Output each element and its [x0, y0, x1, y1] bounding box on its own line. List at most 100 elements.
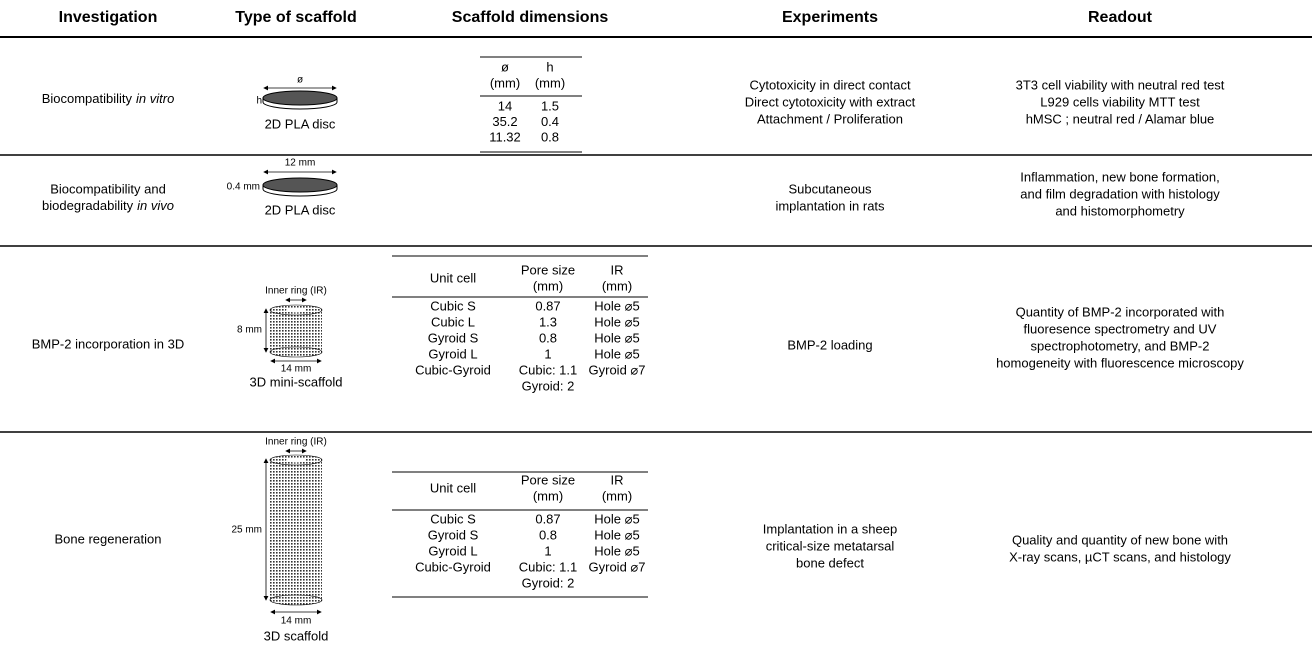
- investigation-text: biodegradability: [42, 198, 134, 213]
- experiment: BMP-2 loading: [787, 337, 872, 352]
- experiment: Direct cytotoxicity with extract: [745, 94, 916, 109]
- table-cell: Hole ⌀5: [594, 511, 639, 526]
- table-header: (mm): [533, 488, 563, 503]
- readout: L929 cells viability MTT test: [1040, 94, 1200, 109]
- table-cell: Cubic S: [430, 298, 476, 313]
- table-cell: 14: [498, 98, 512, 113]
- experiment: bone defect: [796, 555, 864, 570]
- table-cell: 0.4: [541, 114, 559, 129]
- dimension-label: Inner ring (IR): [265, 437, 327, 448]
- table-cell: Gyroid S: [428, 330, 479, 345]
- table-cell: Hole ⌀5: [594, 543, 639, 558]
- table-cell: Gyroid L: [428, 543, 477, 558]
- table-cell: Cubic L: [431, 314, 475, 329]
- table-cell: 0.8: [539, 527, 557, 542]
- experiment: Cytotoxicity in direct contact: [749, 77, 911, 92]
- dimension-label: 14 mm: [281, 364, 312, 375]
- table-header: (mm): [602, 488, 632, 503]
- table-cell: Hole ⌀5: [594, 330, 639, 345]
- dimension-label: 12 mm: [285, 158, 316, 169]
- table-header: Unit cell: [430, 480, 476, 495]
- experiment: Attachment / Proliferation: [757, 111, 903, 126]
- scaffold: [263, 448, 323, 615]
- investigation-italic: in vivo: [137, 198, 174, 213]
- table-header: Pore size: [521, 262, 575, 277]
- scaffold-caption: 2D PLA disc: [265, 116, 336, 131]
- disc-1: [262, 85, 338, 110]
- investigation: BMP-2 incorporation in 3D: [32, 336, 184, 351]
- readout: Quality and quantity of new bone with: [1012, 532, 1228, 547]
- table-cell: Cubic-Gyroid: [415, 362, 491, 377]
- table-cell: 0.8: [539, 330, 557, 345]
- table-cell: Cubic: 1.1: [519, 559, 578, 574]
- table-header: IR: [611, 472, 624, 487]
- scaffold-caption: 3D mini-scaffold: [250, 374, 343, 389]
- table-cell: Gyroid ⌀7: [589, 559, 646, 574]
- table-cell: 0.8: [541, 129, 559, 144]
- table-header: ø: [501, 59, 509, 74]
- investigation: Biocompatibility and: [50, 181, 166, 196]
- dimension-label: Inner ring (IR): [265, 286, 327, 297]
- table-header: Pore size: [521, 472, 575, 487]
- table-cell: 0.87: [535, 298, 560, 313]
- table-header: Unit cell: [430, 270, 476, 285]
- table-cell: Gyroid ⌀7: [589, 362, 646, 377]
- investigation-text: Biocompatibility: [42, 91, 133, 106]
- dimension-label: 25 mm: [231, 525, 262, 536]
- mini-scaffold: [263, 297, 323, 364]
- investigation: Bone regeneration: [55, 531, 162, 546]
- experiment: Subcutaneous: [788, 181, 872, 196]
- table-cell: 1.5: [541, 98, 559, 113]
- readout: and histomorphometry: [1055, 203, 1185, 218]
- experiment: implantation in rats: [775, 198, 885, 213]
- table-cell: 1: [544, 346, 551, 361]
- table-header: (mm): [533, 278, 563, 293]
- table-header: (mm): [490, 75, 520, 90]
- dimension-label: h: [256, 96, 262, 107]
- dimension-label: 8 mm: [237, 325, 262, 336]
- table-cell: 1: [544, 543, 551, 558]
- table-cell: 0.87: [535, 511, 560, 526]
- readout: X-ray scans, µCT scans, and histology: [1009, 549, 1231, 564]
- readout: and film degradation with histology: [1020, 186, 1220, 201]
- readout: spectrophotometry, and BMP-2: [1031, 338, 1210, 353]
- disc-2: [262, 169, 338, 197]
- dimension-label: 14 mm: [281, 616, 312, 627]
- readout: fluoresence spectrometry and UV: [1024, 321, 1217, 336]
- column-header: Scaffold dimensions: [452, 9, 609, 26]
- table-cell: Hole ⌀5: [594, 346, 639, 361]
- investigation: Biocompatibility in vitro: [42, 91, 175, 106]
- table-header: (mm): [535, 75, 565, 90]
- table-cell: Gyroid: 2: [522, 378, 575, 393]
- dimension-label: ø: [297, 75, 303, 86]
- column-header: Readout: [1088, 9, 1153, 26]
- column-header: Experiments: [782, 9, 878, 26]
- table-cell: Cubic-Gyroid: [415, 559, 491, 574]
- table-cell: 1.3: [539, 314, 557, 329]
- table-header: IR: [611, 262, 624, 277]
- readout: 3T3 cell viability with neutral red test: [1016, 77, 1225, 92]
- table-cell: Gyroid S: [428, 527, 479, 542]
- table-cell: Gyroid L: [428, 346, 477, 361]
- experiment: Implantation in a sheep: [763, 521, 897, 536]
- table-cell: Cubic: 1.1: [519, 362, 578, 377]
- rules: [0, 36, 1312, 433]
- readout: Inflammation, new bone formation,: [1020, 169, 1219, 184]
- investigation: biodegradability in vivo: [42, 198, 174, 213]
- table-cell: Cubic S: [430, 511, 476, 526]
- dimension-label: 0.4 mm: [227, 182, 260, 193]
- readout: Quantity of BMP-2 incorporated with: [1016, 304, 1225, 319]
- column-header: Type of scaffold: [235, 9, 357, 26]
- table-cell: 11.32: [489, 129, 521, 144]
- table-cell: Gyroid: 2: [522, 575, 575, 590]
- scaffold-caption: 2D PLA disc: [265, 202, 336, 217]
- table-cell: Hole ⌀5: [594, 314, 639, 329]
- table-cell: Hole ⌀5: [594, 527, 639, 542]
- readout: homogeneity with fluorescence microscopy: [996, 355, 1244, 370]
- scaffold-caption: 3D scaffold: [264, 628, 329, 643]
- table-cell: Hole ⌀5: [594, 298, 639, 313]
- readout: hMSC ; neutral red / Alamar blue: [1026, 111, 1215, 126]
- investigation-italic: in vitro: [136, 91, 174, 106]
- column-header: Investigation: [59, 9, 158, 26]
